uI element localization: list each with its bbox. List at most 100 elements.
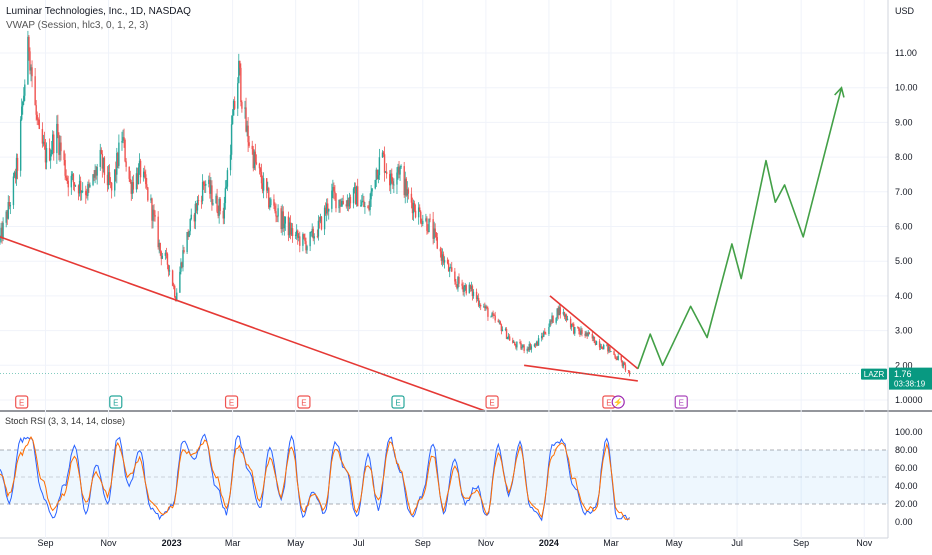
candle-body: [332, 187, 334, 191]
candle-body: [93, 174, 95, 178]
candle-body: [454, 271, 456, 282]
candle-body: [341, 201, 343, 206]
candle-body: [258, 163, 261, 169]
candle-body: [450, 267, 452, 269]
candle-body: [123, 137, 125, 140]
candle-body: [164, 252, 167, 256]
candle-body: [621, 360, 624, 367]
candle-body: [420, 211, 422, 223]
candle-body: [31, 67, 33, 77]
candle-body: [294, 234, 297, 237]
candle-body: [616, 358, 618, 360]
candle-body: [579, 330, 581, 335]
time-tick-label: May: [666, 538, 684, 548]
candle-body: [261, 183, 264, 191]
candle-body: [161, 255, 164, 259]
time-tick-label: Sep: [793, 538, 809, 548]
candle-body: [335, 193, 337, 209]
candle-body: [139, 160, 142, 178]
time-tick-label: Sep: [37, 538, 53, 548]
candle-body: [428, 218, 430, 233]
candle-body: [36, 114, 38, 120]
price-tag-bg: [889, 367, 932, 390]
candle-body: [109, 182, 112, 184]
candle-body: [60, 142, 62, 152]
candle-body: [360, 205, 362, 207]
candle-body: [512, 340, 514, 343]
candle-body: [216, 195, 218, 212]
candle-body: [323, 207, 326, 230]
candle-body: [464, 285, 466, 288]
price-axis[interactable]: 1.0000 2.00 3.00 4.00 5.00 6.00 7.00 8.00 9.00 10…: [895, 48, 923, 405]
candle-body: [252, 149, 254, 169]
candle-body: [457, 277, 459, 289]
candle-body: [407, 189, 410, 194]
candle-body: [566, 318, 569, 321]
candle-body: [361, 201, 363, 206]
candle-body: [348, 196, 351, 207]
candle-body: [86, 195, 88, 197]
candle-body: [522, 345, 524, 347]
candle-body: [500, 324, 503, 332]
price-tag-countdown: 03:38:19: [894, 380, 926, 389]
candle-body: [624, 364, 627, 371]
candle-body: [347, 200, 350, 207]
candle-body: [603, 344, 605, 350]
candle-body: [122, 137, 124, 142]
candle-body: [194, 203, 197, 222]
candle-body: [403, 166, 405, 196]
candle-body: [100, 149, 103, 154]
candle-body: [66, 177, 68, 181]
candle-body: [451, 267, 453, 272]
price-tick-label: 5.00: [895, 256, 913, 266]
candle-body: [586, 332, 588, 336]
candle-body: [0, 227, 2, 238]
candle-body: [45, 148, 48, 163]
chart-title: Luminar Technologies, Inc., 1D, NASDAQ: [6, 6, 191, 17]
candle-body: [324, 207, 327, 214]
candle-body: [226, 170, 229, 187]
candle-body: [41, 128, 44, 144]
projection-path: [637, 87, 843, 370]
rsi-axis[interactable]: 0.00 20.00 40.00 60.00 80.00 100.00: [895, 427, 923, 527]
candle-body: [470, 286, 473, 289]
candle-body: [210, 185, 212, 194]
candle-body: [422, 220, 424, 224]
candle-body: [304, 237, 306, 242]
candle-body: [179, 271, 181, 293]
candle-body: [392, 181, 394, 185]
time-axis[interactable]: Sep Nov 2023 Mar May Jul Sep Nov 2024 Mar May Jul Se…: [37, 538, 872, 548]
candle-body: [217, 211, 219, 216]
candle-body: [298, 236, 300, 238]
candle-body: [182, 250, 184, 268]
candle-body: [283, 223, 285, 229]
candle-body: [492, 313, 494, 316]
candle-body: [526, 348, 528, 351]
candle-body: [167, 264, 170, 272]
currency-label[interactable]: USD: [895, 6, 915, 16]
candle-body: [600, 346, 603, 349]
candle-body: [623, 362, 626, 365]
candle-body: [345, 204, 348, 207]
candle-body: [266, 178, 268, 191]
candle-body: [13, 172, 16, 177]
candle-body: [197, 200, 200, 201]
candle-body: [548, 327, 550, 335]
candle-body: [419, 207, 421, 212]
candle-body: [5, 211, 7, 223]
earnings-marker: [109, 395, 123, 409]
candle-body: [71, 174, 74, 176]
candle-body: [537, 338, 540, 346]
candle-body: [475, 291, 478, 299]
price-tick-label: 2.00: [895, 360, 913, 370]
rsi-tick-label: 40.00: [895, 481, 918, 491]
candle-body: [587, 332, 589, 336]
candle-body: [369, 199, 371, 210]
candle-body: [230, 124, 233, 155]
candle-body: [552, 315, 554, 323]
earnings-label: E: [113, 399, 118, 408]
candle-body: [342, 201, 344, 205]
candle-body: [276, 216, 278, 218]
